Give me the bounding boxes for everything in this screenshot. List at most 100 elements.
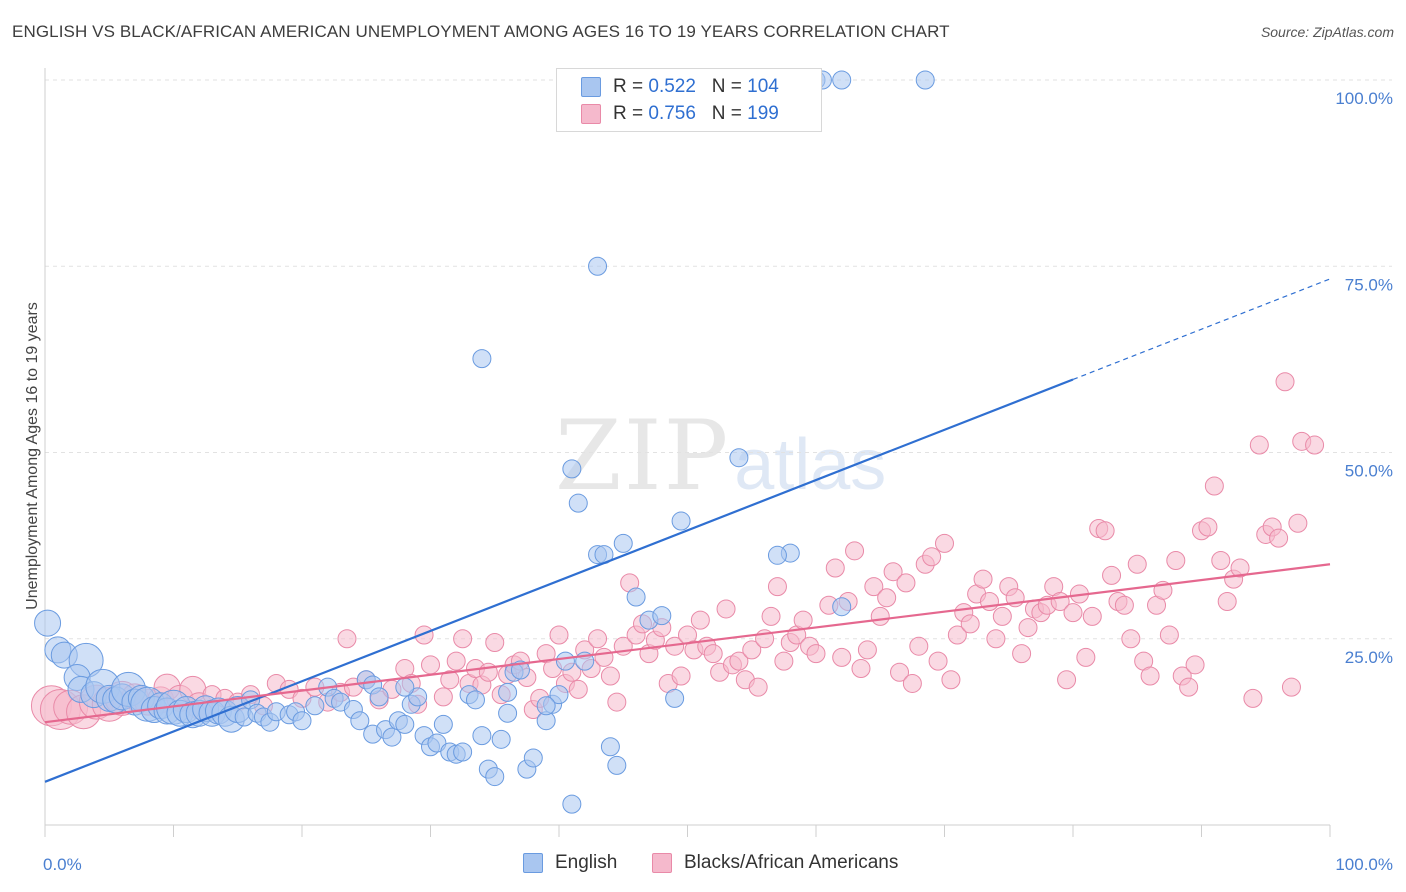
english-point — [613, 533, 633, 553]
english-point — [536, 696, 556, 716]
english-point — [453, 742, 473, 762]
english-point — [472, 349, 492, 369]
black-point — [851, 659, 871, 679]
black-point — [1275, 372, 1295, 392]
black-point — [1211, 551, 1231, 571]
black-point — [433, 687, 453, 707]
black-point — [1269, 528, 1289, 548]
legend-n-value-black: 199 — [747, 103, 779, 124]
black-point — [941, 670, 961, 690]
english-point — [523, 748, 543, 768]
y-tick-label: 100.0% — [1335, 89, 1393, 108]
black-point — [947, 625, 967, 645]
black-point — [600, 666, 620, 686]
legend-n-label: N = — [711, 76, 742, 97]
english-point — [382, 727, 402, 747]
source-label: Source: ZipAtlas.com — [1260, 24, 1394, 40]
black-point — [877, 588, 897, 608]
black-point — [774, 651, 794, 671]
black-point — [1281, 677, 1301, 697]
black-point — [671, 666, 691, 686]
black-point — [973, 569, 993, 589]
english-point — [369, 687, 389, 707]
english-trend-line — [44, 378, 1074, 783]
black-point — [549, 625, 569, 645]
english-point — [350, 711, 370, 731]
black-point — [864, 577, 884, 597]
english-point — [292, 711, 312, 731]
english-point — [832, 70, 852, 90]
english-point — [562, 794, 582, 814]
black-point — [446, 651, 466, 671]
legend-item-english[interactable]: English — [523, 852, 617, 874]
black-swatch — [652, 853, 672, 873]
black-point — [922, 547, 942, 567]
black-point — [1114, 595, 1134, 615]
legend-r-value-english: 0.522 — [648, 76, 696, 97]
black-point — [986, 629, 1006, 649]
black-point — [1012, 644, 1032, 664]
english-point — [671, 511, 691, 531]
black-point — [588, 629, 608, 649]
black-point — [1166, 551, 1186, 571]
english-point — [665, 688, 685, 708]
black-point — [935, 533, 954, 553]
english-point — [485, 767, 505, 787]
legend-n-label: N = — [711, 103, 742, 124]
black-point — [1095, 521, 1115, 541]
black-point — [870, 606, 890, 626]
black-point — [1230, 558, 1250, 578]
black-point — [896, 573, 916, 593]
black-point — [568, 679, 588, 699]
english-swatch — [523, 853, 543, 873]
black-point — [767, 577, 787, 597]
black-point — [716, 599, 736, 619]
legend-r-value-black: 0.756 — [648, 103, 696, 124]
black-point — [902, 673, 922, 693]
english-point — [510, 660, 530, 680]
black-point — [729, 651, 749, 671]
english-point — [408, 687, 428, 707]
english-point — [465, 690, 485, 710]
y-tick-label: 75.0% — [1345, 275, 1393, 294]
black-point — [1204, 476, 1224, 496]
black-point — [992, 606, 1012, 626]
black-point — [1288, 513, 1308, 533]
black-point — [1018, 618, 1038, 638]
black-point — [1121, 629, 1141, 649]
english-point — [600, 737, 620, 757]
english-point — [433, 714, 453, 734]
english-point — [472, 726, 492, 746]
black-point — [337, 629, 357, 649]
black-point — [1159, 625, 1179, 645]
english-point — [549, 685, 569, 705]
black-point — [890, 662, 910, 682]
legend-row-english: R = 0.522 N = 104 — [581, 75, 779, 99]
black-point — [960, 614, 980, 634]
black-point — [1076, 647, 1096, 667]
y-axis-label: Unemployment Among Ages 16 to 19 years — [24, 302, 41, 610]
black-point — [909, 636, 929, 656]
english-point — [832, 597, 852, 617]
english-point — [607, 755, 627, 775]
black-point — [1057, 670, 1077, 690]
english-point — [588, 256, 608, 276]
english-point — [915, 70, 935, 90]
watermark-atlas: atlas — [734, 425, 887, 505]
tick-labels: 25.0% 50.0% 75.0% 100.0% 0.0% 100.0% — [43, 89, 1393, 874]
black-point — [1179, 677, 1199, 697]
black-swatch — [581, 104, 601, 124]
black-point — [1082, 606, 1102, 626]
series-legend: English Blacks/African Americans — [0, 852, 1406, 878]
grid-lines — [45, 79, 1392, 640]
black-point — [1305, 435, 1325, 455]
legend-item-black[interactable]: Blacks/African Americans — [652, 852, 898, 874]
black-point — [825, 558, 845, 578]
english-point — [767, 545, 787, 565]
x-tick-label: 100.0% — [1335, 855, 1393, 874]
black-point — [594, 647, 614, 667]
black-point — [742, 640, 762, 660]
english-point — [562, 459, 582, 479]
english-point — [568, 493, 588, 513]
black-point — [485, 632, 505, 652]
